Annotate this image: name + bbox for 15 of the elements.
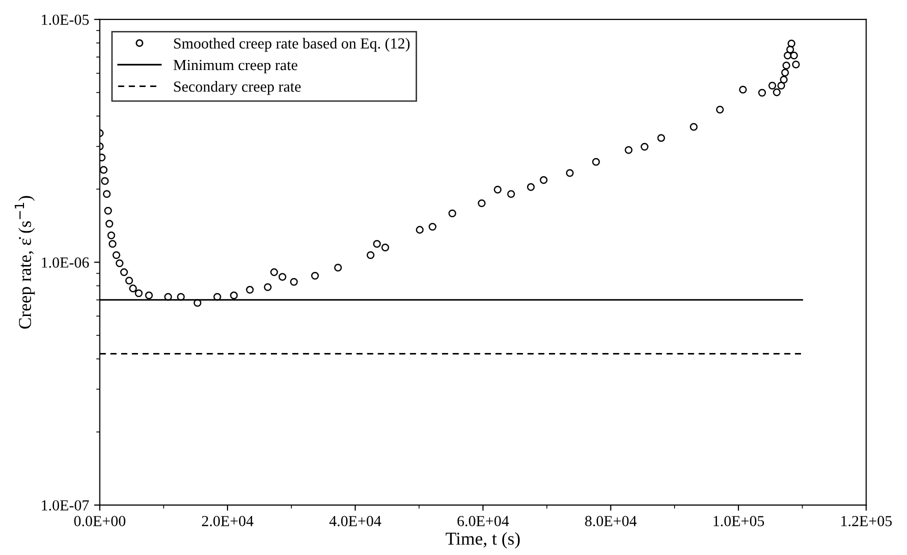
x-tick-label: 4.0E+04 [329,516,382,526]
x-axis-title: Time, t (s) [446,532,520,548]
y-tick-label: 1.0E-05 [42,14,89,25]
y-tick-label: 1.0E-07 [42,500,89,511]
x-tick-label: 8.0E+04 [585,516,637,526]
legend-label: Minimum creep rate [174,60,298,74]
x-tick-label: 6.0E+04 [457,516,509,526]
legend-label: Secondary creep rate [174,81,301,95]
y-axis-title: Creep rate, ε̇ (s$^{−1}$) [14,196,35,329]
legend-label: Smoothed creep rate based on Eq. (12) [174,38,410,52]
x-tick-label: 1.2E+05 [841,516,892,526]
x-tick-label: 2.0E+04 [202,516,254,526]
x-tick-label: 0.0E+00 [74,516,126,526]
y-tick-label: 1.0E-06 [42,257,89,268]
x-tick-label: 1.0E+05 [714,516,764,526]
